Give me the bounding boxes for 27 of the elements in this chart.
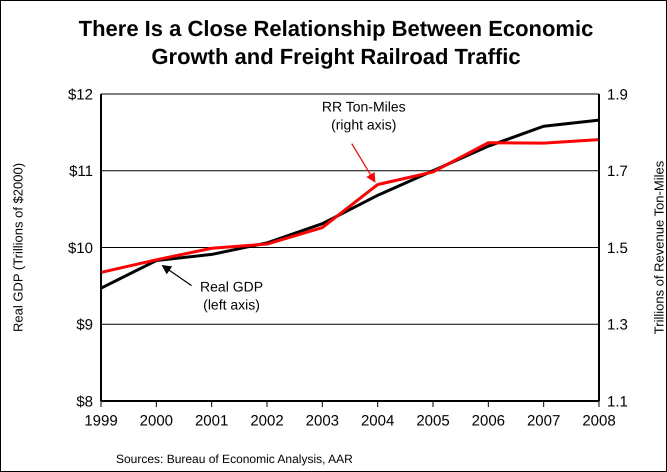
x-tick-label: 2006: [472, 412, 506, 430]
y-tick-label: $12: [68, 86, 93, 104]
y-tick-label: $9: [76, 316, 93, 334]
y-tick-label: $10: [68, 240, 93, 257]
x-tick-label: 2004: [360, 412, 394, 430]
x-tick-label: 2008: [582, 412, 616, 430]
y-tick-label: $8: [76, 393, 93, 410]
x-tick-label: 2003: [306, 412, 340, 430]
chart-title: There Is a Close Relationship Between Economic Growth and Freight Railroad Traffic: [78, 15, 594, 71]
y2-tick-label: 1.7: [607, 163, 628, 180]
y2-axis-title: Trillions of Revenue Ton-Miles: [652, 160, 667, 334]
y-axis-title: Real GDP (Trillions of $2000): [10, 162, 26, 332]
x-tick-label: 2005: [416, 412, 450, 430]
y-tick-label: $11: [69, 163, 93, 180]
y2-tick-label: 1.3: [607, 316, 628, 334]
x-tick-label: 1999: [84, 412, 118, 430]
line-series: [100, 138, 600, 274]
x-tick-label: 2000: [140, 412, 174, 430]
x-tick-label: 2002: [250, 412, 284, 430]
source-note: Sources: Bureau of Economic Analysis, AAR: [116, 452, 354, 466]
y2-tick-label: 1.9: [607, 86, 628, 104]
y2-tick-label: 1.5: [607, 240, 628, 257]
annotation: RR Ton-Miles (right axis): [322, 98, 406, 133]
x-tick-label: 2007: [526, 412, 560, 430]
annotation: Real GDP (left axis): [200, 278, 264, 313]
y2-tick-label: 1.1: [607, 393, 628, 410]
x-tick-label: 2001: [194, 412, 228, 430]
